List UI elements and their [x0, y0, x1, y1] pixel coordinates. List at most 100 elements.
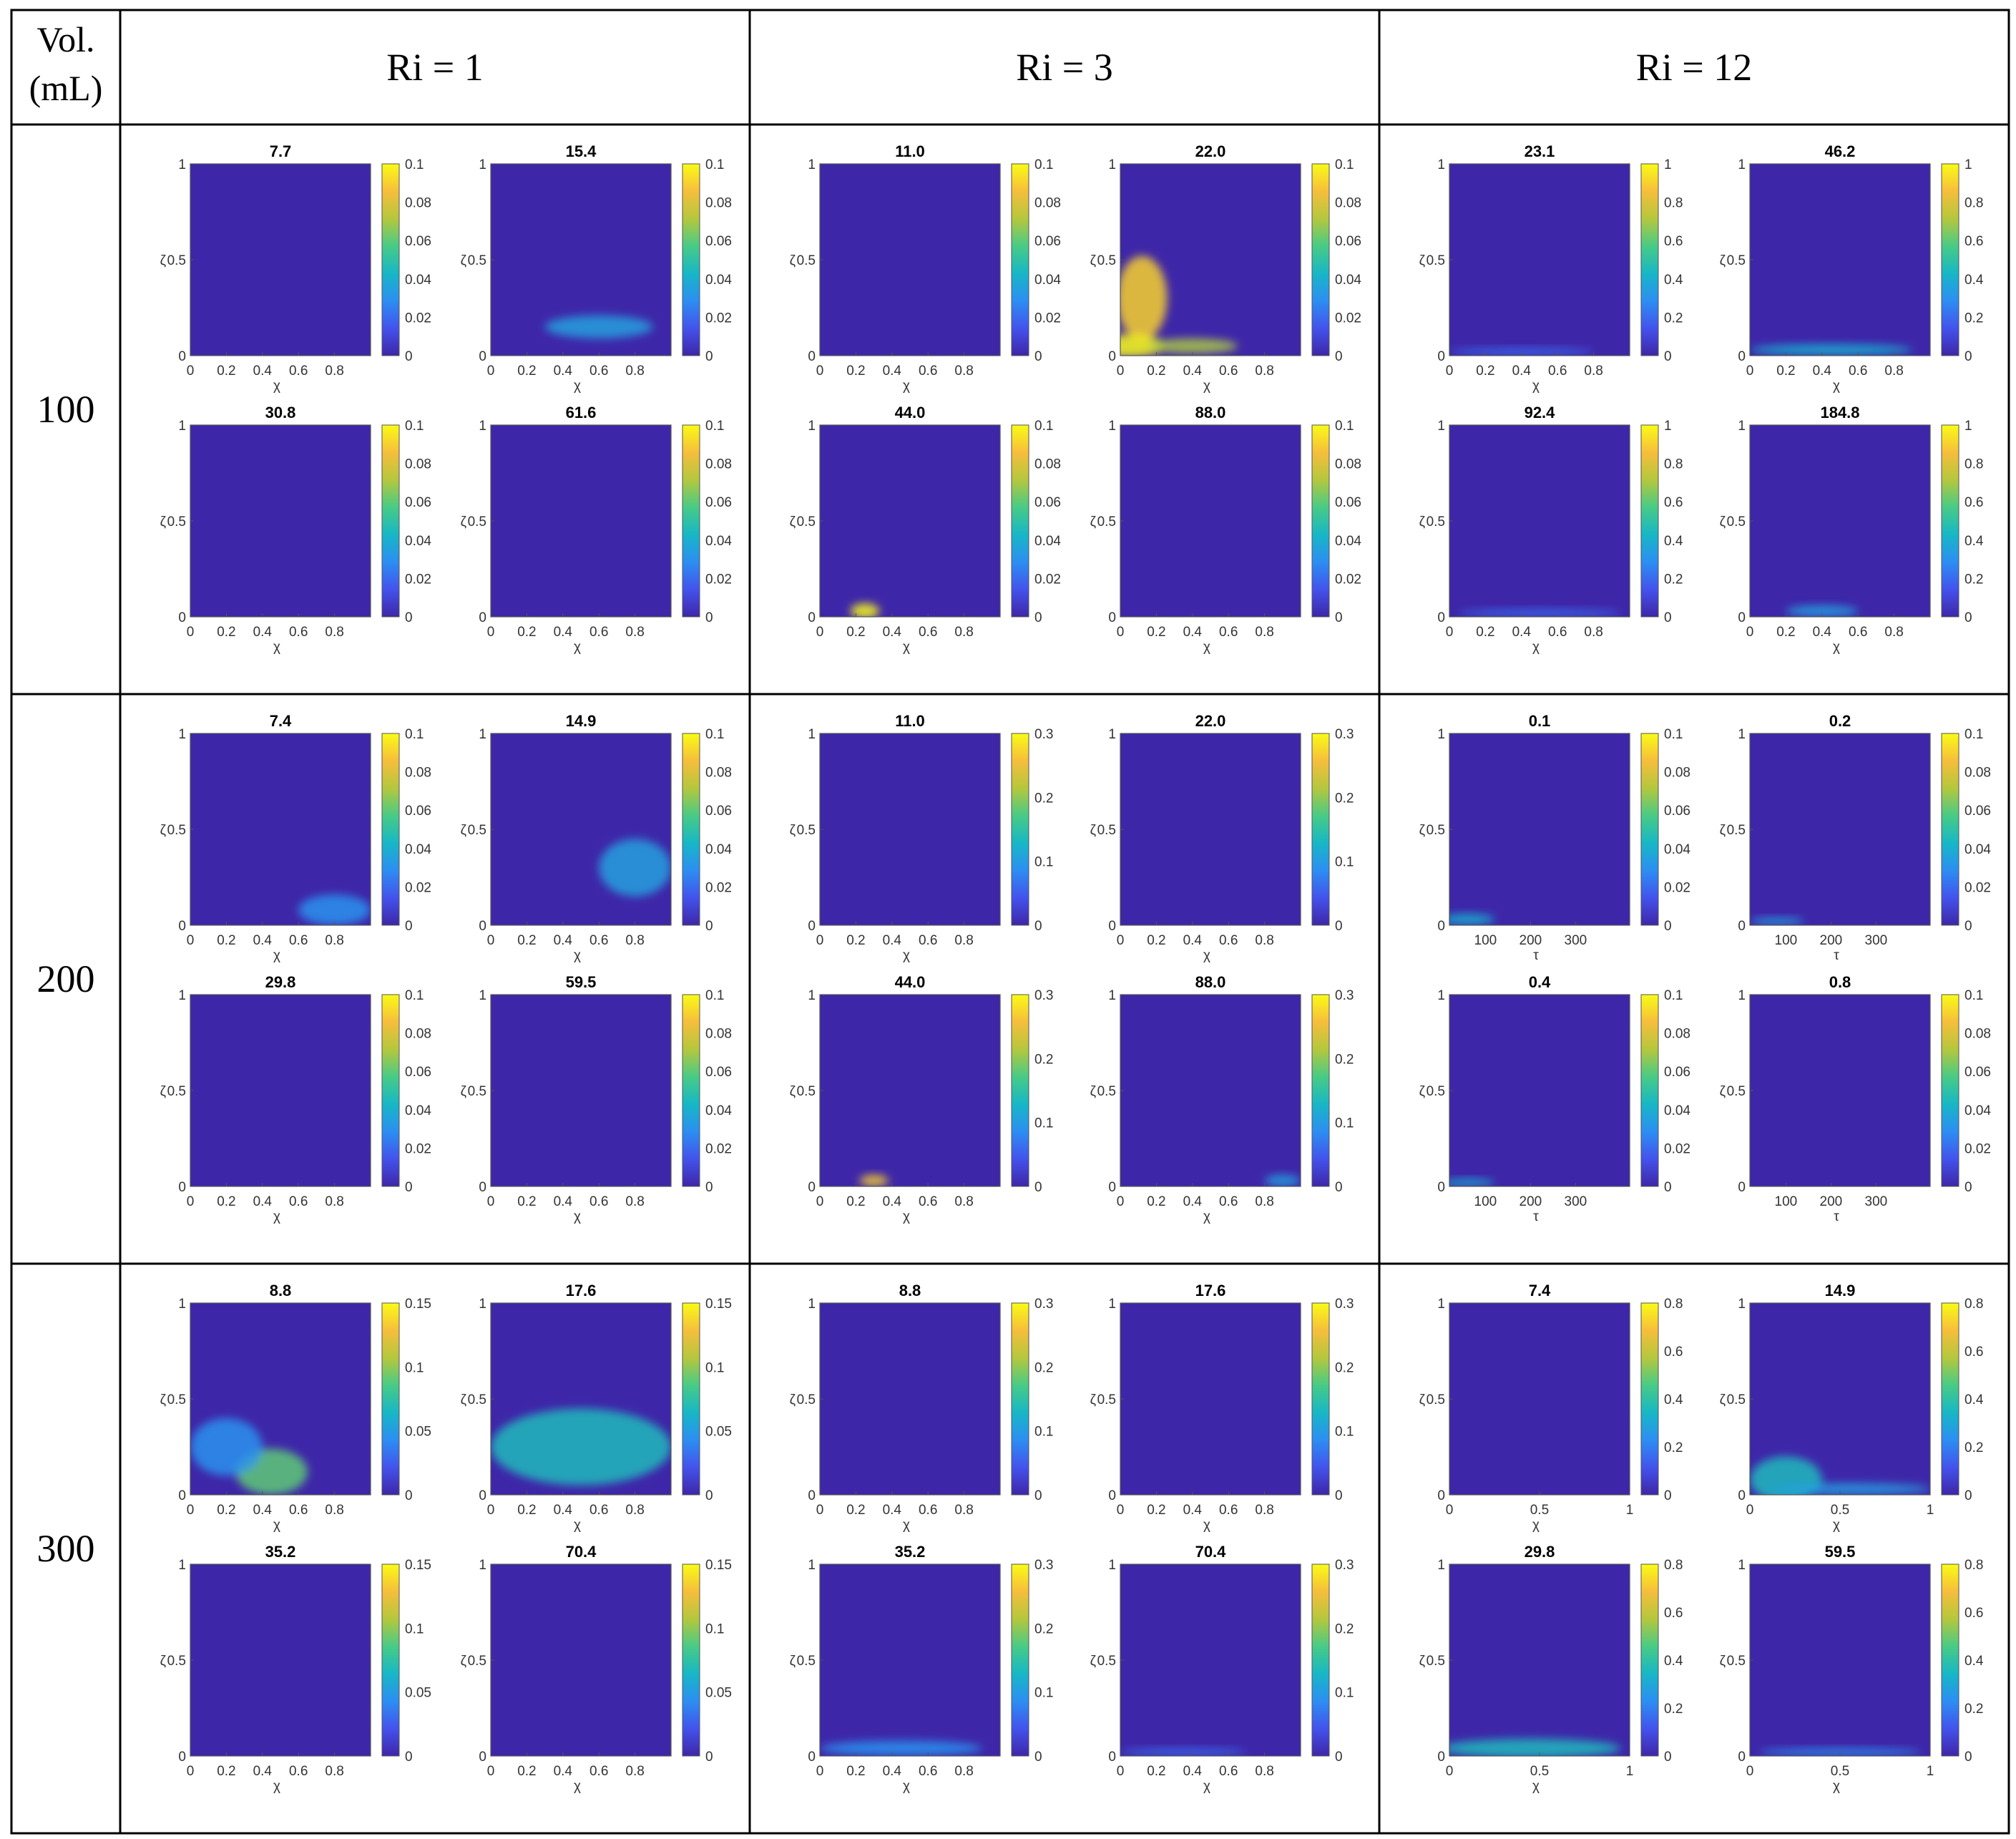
y-tick-label: 1 [479, 157, 486, 172]
colorbar-tick-label: 0.08 [1664, 766, 1690, 781]
y-tick-label: 0.5 [797, 1654, 816, 1669]
y-axis-label: ζ [1419, 1654, 1426, 1669]
subplot: 23.1 0 0.5 1 ζ 0 0.2 0.4 0.6 0.8 χ 1 0.8 0.6 0.4 0.2 0 [1419, 142, 1683, 394]
y-tick-label: 0 [1738, 1488, 1746, 1503]
y-axis-label: ζ [461, 253, 467, 268]
x-tick-label: 0.8 [625, 1194, 644, 1209]
colorbar [1011, 733, 1029, 926]
y-tick-label: 0.5 [1727, 253, 1746, 268]
x-tick-label: 0 [1746, 1764, 1754, 1779]
heatmap-region [859, 1174, 889, 1186]
colorbar-tick-label: 1 [1664, 419, 1672, 434]
x-tick-label: 0.8 [325, 364, 343, 379]
colorbar-tick-label: 0.02 [1034, 572, 1061, 587]
table-border [10, 9, 2010, 1835]
colorbar-tick-label: 0.1 [1335, 1116, 1354, 1131]
colorbar-tick-label: 0.6 [1964, 1345, 1983, 1360]
x-axis-label: χ [273, 1209, 280, 1224]
colorbar-tick-label: 0 [1034, 1750, 1042, 1765]
x-tick-label: 0.6 [589, 1764, 608, 1779]
colorbar-tick-label: 0.06 [705, 495, 732, 510]
colorbar-tick-label: 0.08 [1335, 457, 1361, 472]
colorbar-tick-label: 0.4 [1964, 1392, 1984, 1408]
subplot: 8.8 0 0.5 1 ζ 0 0.2 0.4 0.6 0.8 χ 0.15 0.1 0.05 0 [160, 1282, 431, 1533]
colorbar [1640, 994, 1659, 1187]
x-tick-label: 200 [1820, 1194, 1843, 1209]
subplot-title: 35.2 [265, 1543, 296, 1561]
x-tick-label: 0.8 [625, 364, 644, 379]
x-axis-label: χ [1203, 1518, 1210, 1533]
row-header-300: 300 [37, 1527, 95, 1570]
heatmap-region [820, 1740, 982, 1756]
colorbar-tick-label: 0 [405, 610, 413, 625]
x-tick-label: 0.6 [289, 625, 308, 640]
heatmap-background [1750, 995, 1930, 1186]
colorbar-tick-label: 0.08 [1335, 196, 1361, 211]
x-tick-label: 0.4 [253, 1194, 273, 1209]
x-tick-label: 100 [1474, 1194, 1497, 1209]
y-tick-label: 1 [1437, 419, 1445, 434]
heatmap-background [190, 995, 371, 1186]
y-axis-label: ζ [461, 1654, 467, 1669]
subplot-title: 0.4 [1529, 973, 1551, 991]
colorbar-tick-label: 0.3 [1335, 727, 1354, 742]
x-tick-label: 0.6 [1219, 364, 1238, 379]
subplot-title: 11.0 [895, 142, 925, 160]
colorbar-tick-label: 0.04 [405, 1103, 431, 1118]
y-tick-label: 0.5 [1427, 1392, 1445, 1408]
x-tick-label: 0 [187, 364, 195, 379]
colorbar [682, 1302, 700, 1496]
colorbar-tick-label: 0.04 [1964, 1103, 1991, 1118]
colorbar [1640, 163, 1659, 356]
x-tick-label: 0.8 [325, 1764, 343, 1779]
colorbar [1011, 1564, 1029, 1757]
subplot: 44.0 0 0.5 1 ζ 0 0.2 0.4 0.6 0.8 χ 0.3 0.2 0.1 0 [790, 973, 1054, 1224]
x-tick-label: 0 [1446, 364, 1454, 379]
y-tick-label: 1 [808, 1297, 816, 1312]
subplot-title: 0.2 [1829, 712, 1851, 730]
colorbar-tick-label: 0.06 [405, 495, 431, 510]
colorbar [1011, 994, 1029, 1187]
heatmap-background [820, 1303, 1000, 1495]
x-tick-label: 0.6 [919, 364, 937, 379]
x-tick-label: 0.8 [325, 1503, 343, 1518]
x-tick-label: 1 [1927, 1764, 1934, 1779]
colorbar-tick-label: 0.06 [705, 1065, 732, 1080]
x-tick-label: 0.8 [325, 933, 343, 948]
x-tick-label: 0.2 [846, 625, 865, 640]
colorbar-tick-label: 0.04 [705, 273, 732, 288]
x-axis-label: χ [273, 640, 280, 655]
y-tick-label: 1 [1108, 988, 1116, 1003]
colorbar-tick-label: 0.3 [1034, 1297, 1053, 1312]
colorbar-tick-label: 0.04 [405, 534, 431, 549]
y-tick-label: 1 [479, 1297, 486, 1312]
y-tick-label: 0 [479, 349, 486, 364]
y-tick-label: 1 [1108, 1297, 1116, 1312]
colorbar-tick-label: 0.02 [705, 311, 732, 326]
colorbar-tick-label: 1 [1964, 419, 1972, 434]
subplot: 70.4 0 0.5 1 ζ 0 0.2 0.4 0.6 0.8 χ 0.3 0.2 0.1 0 [1090, 1543, 1354, 1794]
y-tick-label: 0 [808, 1180, 816, 1195]
y-tick-label: 0.5 [1727, 823, 1746, 838]
y-tick-label: 0.5 [797, 1084, 816, 1099]
x-tick-label: 0.2 [517, 364, 536, 379]
colorbar-tick-label: 0 [1664, 1750, 1672, 1765]
y-tick-label: 0 [1108, 1180, 1116, 1195]
colorbar-tick-label: 0 [1335, 1180, 1343, 1195]
colorbar-tick-label: 0 [1664, 610, 1672, 625]
colorbar-tick-label: 0.2 [1034, 1621, 1053, 1636]
colorbar-tick-label: 0.3 [1034, 988, 1053, 1003]
x-axis-label: τ [1834, 948, 1839, 963]
x-tick-label: 0.8 [625, 1503, 644, 1518]
subplot: 59.5 0 0.5 1 ζ 0 0.2 0.4 0.6 0.8 χ 0.1 0.08 0.06 0.04 0… [461, 973, 733, 1224]
subplot-title: 17.6 [566, 1282, 597, 1299]
colorbar-tick-label: 0 [1034, 919, 1042, 934]
colorbar-tick-label: 0 [1964, 919, 1972, 934]
subplot-title: 0.8 [1829, 973, 1851, 991]
subplot-title: 70.4 [566, 1543, 597, 1561]
x-tick-label: 0.5 [1530, 1764, 1549, 1779]
colorbar-tick-label: 0.1 [1964, 988, 1983, 1003]
subplot: 0.4 0 0.5 1 ζ 100 200 300 τ 0.1 0.08 0.06 0.04 0.02 0 [1419, 973, 1691, 1224]
x-axis-label: χ [1203, 640, 1210, 655]
colorbar-tick-label: 0.1 [705, 727, 724, 742]
